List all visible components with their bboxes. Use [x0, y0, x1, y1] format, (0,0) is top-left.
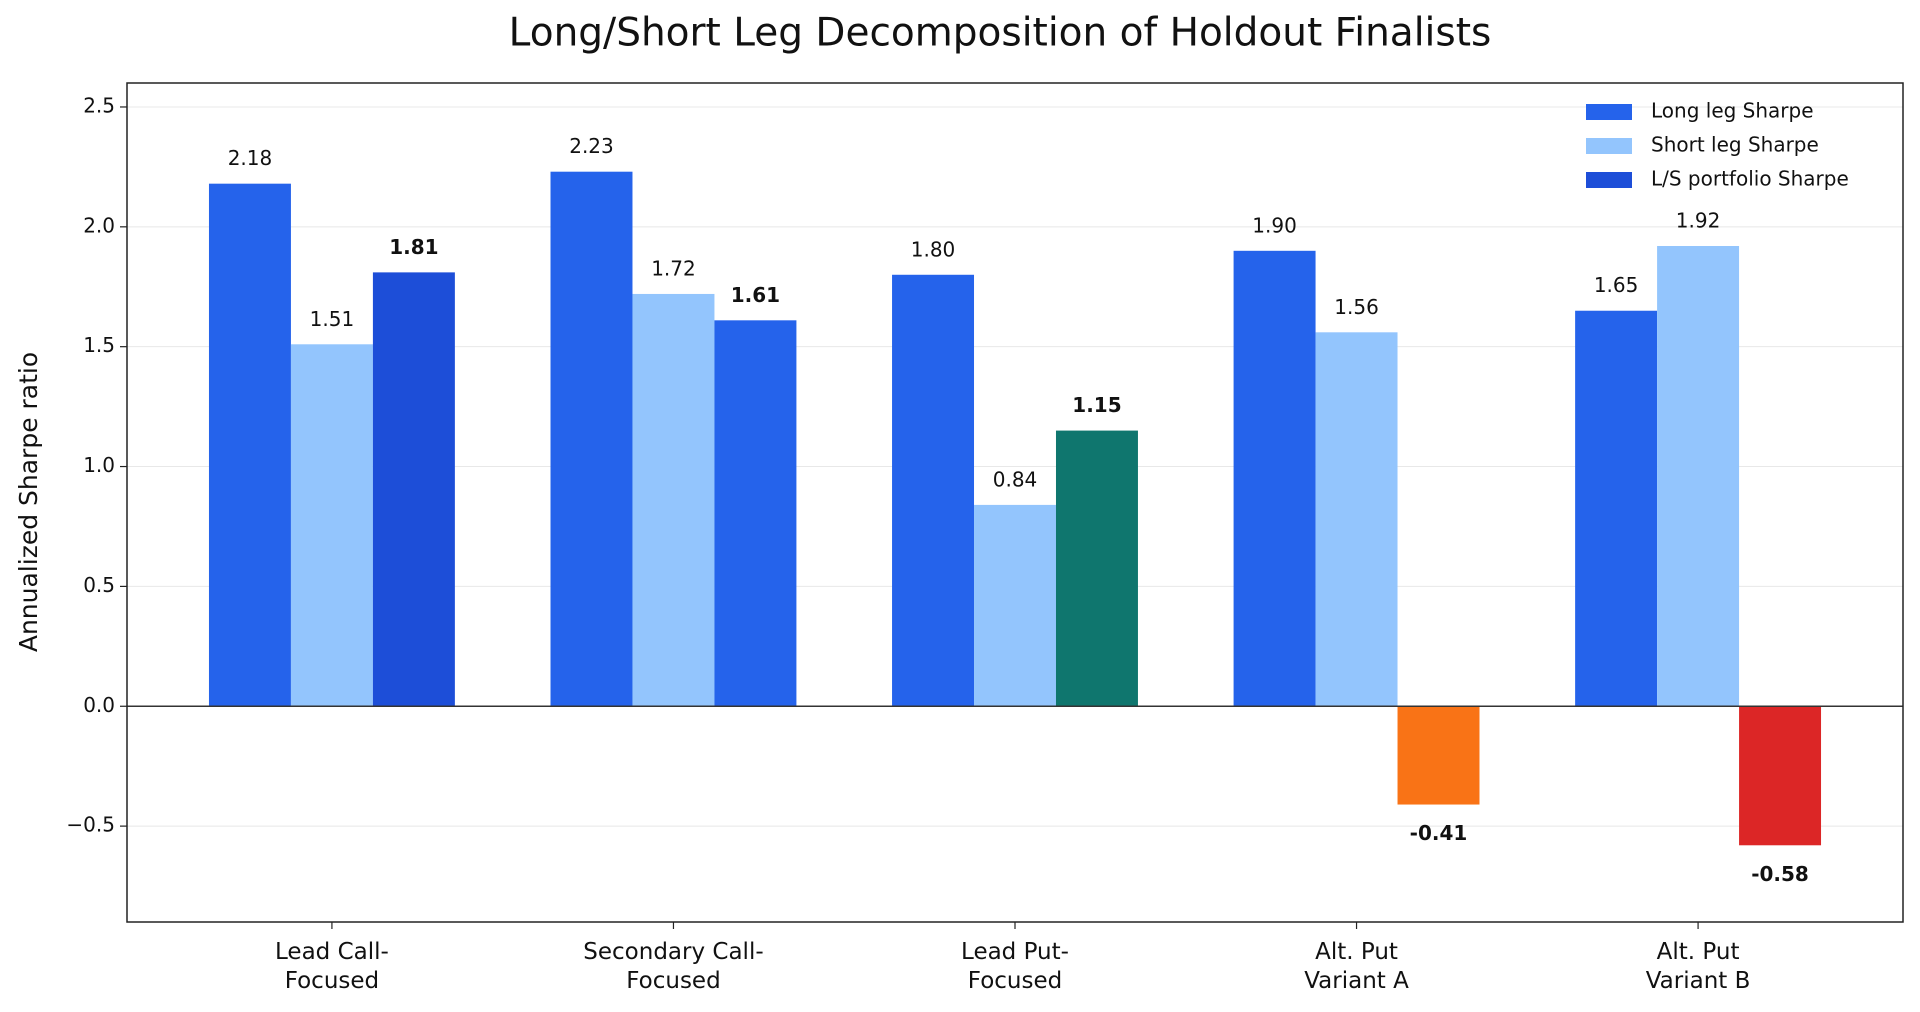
- y-tick-label: 2.5: [83, 93, 115, 117]
- bar: [1315, 332, 1398, 707]
- x-tick-label: Alt. Put Variant B: [1646, 939, 1751, 994]
- y-tick-label: −0.5: [66, 813, 115, 837]
- value-label: 1.81: [389, 235, 438, 259]
- value-label: 1.92: [1676, 209, 1721, 233]
- legend-swatch: [1586, 138, 1632, 154]
- x-tick-label: Secondary Call-Focused: [583, 939, 763, 994]
- bar: [1397, 706, 1480, 805]
- bar: [632, 293, 715, 707]
- value-label: 1.90: [1252, 213, 1297, 237]
- chart-title: Long/Short Leg Decomposition of Holdout …: [509, 11, 1492, 56]
- value-label: 1.15: [1072, 393, 1121, 417]
- bar: [290, 344, 373, 707]
- value-label: 2.23: [569, 134, 614, 158]
- bar: [1657, 246, 1740, 707]
- bar: [892, 274, 975, 707]
- value-label: 1.65: [1594, 273, 1639, 297]
- y-tick-label: 0.5: [83, 573, 115, 597]
- legend-label: Long leg Sharpe: [1651, 99, 1814, 123]
- value-label: 1.51: [310, 307, 355, 331]
- bar: [550, 171, 633, 707]
- bar: [974, 504, 1056, 707]
- value-label: 2.18: [228, 146, 273, 170]
- bar: [372, 272, 455, 707]
- bar: [1055, 430, 1138, 707]
- bar: [1233, 250, 1316, 707]
- x-tick-label: Lead Call-Focused: [275, 939, 389, 994]
- bar: [1575, 310, 1658, 707]
- value-label: 0.84: [993, 467, 1038, 491]
- plot-frame: [126, 82, 1904, 923]
- bar: [208, 183, 291, 707]
- value-label: 1.80: [911, 237, 956, 261]
- y-tick-label: 2.0: [83, 213, 115, 237]
- legend-swatch: [1586, 104, 1632, 120]
- y-tick-label: 1.5: [83, 333, 115, 357]
- bar: [714, 320, 797, 707]
- bar: [1739, 706, 1822, 846]
- value-label: -0.41: [1410, 821, 1468, 845]
- value-label: 1.56: [1334, 295, 1379, 319]
- y-tick-label: 0.0: [83, 693, 115, 717]
- legend-swatch: [1586, 172, 1632, 188]
- y-axis-label: Annualized Sharpe ratio: [14, 352, 43, 652]
- x-tick-label: Alt. Put Variant A: [1304, 939, 1409, 994]
- value-label: 1.61: [731, 283, 780, 307]
- value-label: -0.58: [1751, 862, 1809, 886]
- y-tick-label: 1.0: [83, 453, 115, 477]
- value-label: 1.72: [651, 256, 696, 280]
- legend-label: L/S portfolio Sharpe: [1651, 167, 1849, 191]
- x-tick-label: Lead Put-Focused: [961, 939, 1069, 994]
- legend-label: Short leg Sharpe: [1651, 133, 1819, 157]
